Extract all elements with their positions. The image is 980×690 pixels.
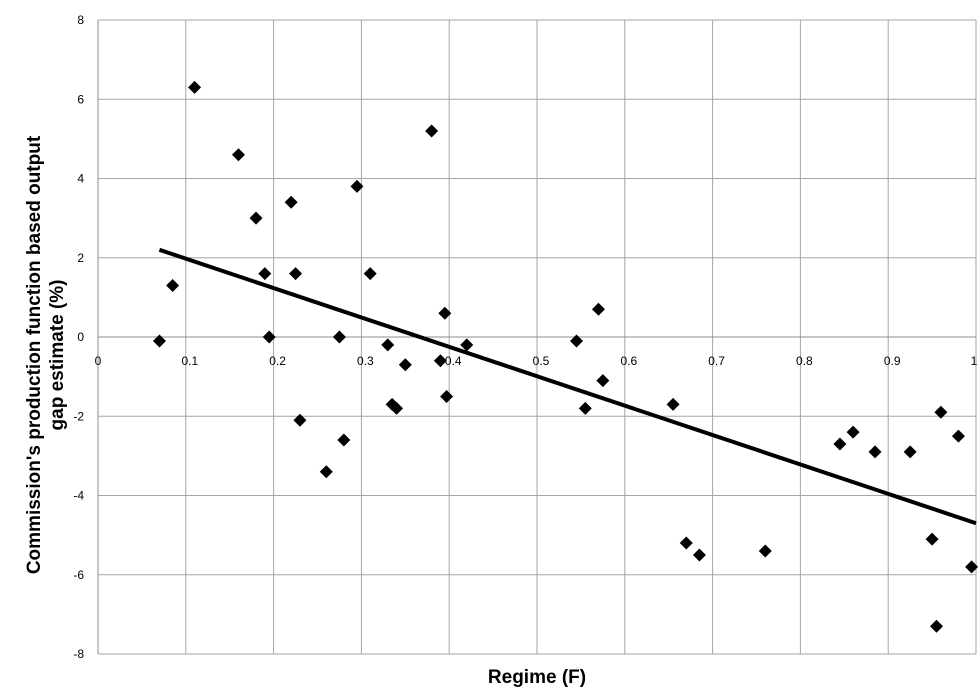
x-tick-labels: 0 0.1 0.2 0.3 0.4 0.5 0.6 0.7 0.8 0.9 1 xyxy=(95,354,978,368)
data-point-6 xyxy=(262,330,276,344)
data-point-30 xyxy=(692,548,706,562)
trendline xyxy=(158,247,977,526)
data-point-10 xyxy=(319,465,333,479)
data-point-0 xyxy=(152,334,166,348)
y-axis-title-line-1: Commission's production function based o… xyxy=(24,135,45,574)
data-point-36 xyxy=(925,532,939,546)
data-point-13 xyxy=(350,179,364,193)
data-point-4 xyxy=(249,211,263,225)
data-point-18 xyxy=(398,358,412,372)
y-tick-label-2: -4 xyxy=(73,489,84,503)
data-point-7 xyxy=(284,195,298,209)
trendline-group xyxy=(158,247,977,526)
y-tick-label-7: 6 xyxy=(77,92,84,106)
data-point-19 xyxy=(425,124,439,138)
data-point-28 xyxy=(666,397,680,411)
data-point-22 xyxy=(440,389,454,403)
x-tick-label-6: 0.6 xyxy=(620,354,637,368)
y-tick-label-0: -8 xyxy=(73,647,84,661)
y-tick-label-6: 4 xyxy=(77,172,84,186)
y-tick-labels: -8 -6 -4 -2 0 2 4 6 8 xyxy=(73,13,84,661)
x-tick-label-0: 0 xyxy=(95,354,102,368)
x-tick-label-9: 0.9 xyxy=(884,354,901,368)
data-point-11 xyxy=(332,330,346,344)
x-tick-label-10: 1 xyxy=(971,354,978,368)
y-tick-label-1: -6 xyxy=(73,568,84,582)
data-point-25 xyxy=(578,401,592,415)
data-point-9 xyxy=(293,413,307,427)
data-point-27 xyxy=(596,374,610,388)
data-point-20 xyxy=(433,354,447,368)
data-point-5 xyxy=(258,267,272,281)
data-point-15 xyxy=(381,338,395,352)
x-tick-label-4: 0.4 xyxy=(445,354,462,368)
x-tick-label-2: 0.2 xyxy=(269,354,286,368)
y-tick-label-3: -2 xyxy=(73,409,84,423)
data-point-26 xyxy=(591,302,605,316)
data-point-33 xyxy=(846,425,860,439)
data-point-40 xyxy=(965,560,979,574)
x-axis-title: Regime (F) xyxy=(488,667,586,688)
data-point-37 xyxy=(929,619,943,633)
data-point-3 xyxy=(231,148,245,162)
grid-lines xyxy=(97,19,977,655)
x-tick-label-5: 0.5 xyxy=(533,354,550,368)
x-tick-label-7: 0.7 xyxy=(708,354,725,368)
data-point-34 xyxy=(868,445,882,459)
y-axis-title: Commission's production function based o… xyxy=(24,135,68,574)
y-tick-label-4: 0 xyxy=(77,330,84,344)
data-point-23 xyxy=(460,338,474,352)
data-point-38 xyxy=(934,405,948,419)
data-point-35 xyxy=(903,445,917,459)
data-point-24 xyxy=(570,334,584,348)
x-tick-label-3: 0.3 xyxy=(357,354,374,368)
y-tick-label-8: 8 xyxy=(77,13,84,27)
data-point-21 xyxy=(438,306,452,320)
data-point-8 xyxy=(289,267,303,281)
y-axis-title-line-2: gap estimate (%) xyxy=(47,280,68,431)
data-point-29 xyxy=(679,536,693,550)
x-tick-label-1: 0.1 xyxy=(181,354,198,368)
data-point-2 xyxy=(188,80,202,94)
data-points xyxy=(152,80,979,633)
data-point-31 xyxy=(758,544,772,558)
data-point-17 xyxy=(390,401,404,415)
y-tick-label-5: 2 xyxy=(77,251,84,265)
data-point-32 xyxy=(833,437,847,451)
data-point-39 xyxy=(951,429,965,443)
data-point-1 xyxy=(166,278,180,292)
x-tick-label-8: 0.8 xyxy=(796,354,813,368)
data-point-12 xyxy=(337,433,351,447)
data-point-14 xyxy=(363,267,377,281)
